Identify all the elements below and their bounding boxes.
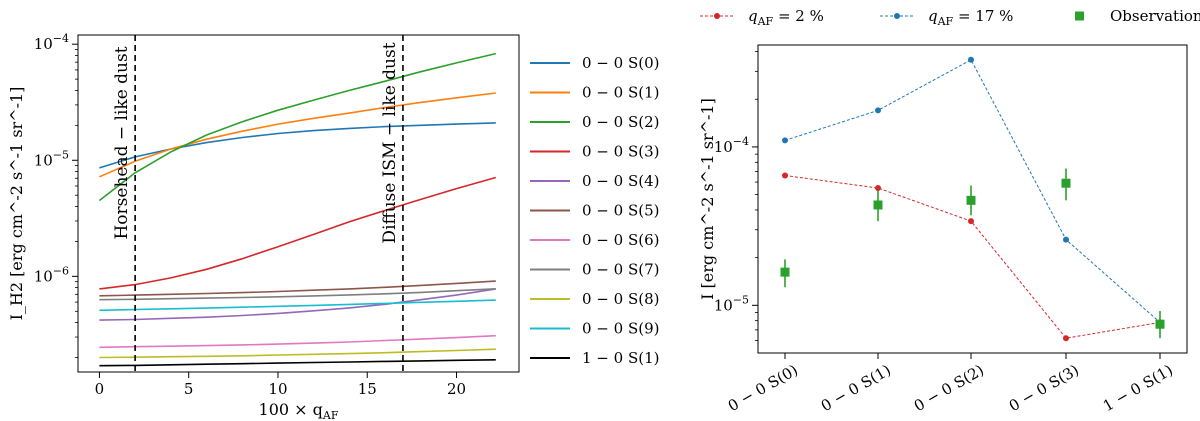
series-line xyxy=(99,288,496,321)
x-tick-label: 0 − 0 S(3) xyxy=(1006,361,1082,415)
y-axis-label: I_H2 [erg cm^-2 s^-1 sr^-1] xyxy=(7,87,26,321)
x-tick-label: 0 xyxy=(95,380,105,398)
series-line xyxy=(99,288,496,301)
data-point xyxy=(966,195,976,205)
series-line xyxy=(99,348,496,359)
x-tick-label: 0 − 0 S(2) xyxy=(911,361,987,415)
series-line xyxy=(99,359,496,367)
x-tick-label: 1 − 0 S(1) xyxy=(1100,361,1176,415)
y-tick-label: 10−6 xyxy=(34,264,69,285)
data-point xyxy=(968,56,974,63)
data-point xyxy=(1155,319,1165,329)
legend-label: 0 − 0 S(8) xyxy=(582,290,659,308)
legend-marker xyxy=(1075,11,1084,21)
annotation-label: Horsehead − like dust xyxy=(112,46,132,239)
legend-label: 0 − 0 S(6) xyxy=(582,231,659,249)
legend-label: 0 − 0 S(2) xyxy=(582,113,659,131)
y-tick-label: 10−4 xyxy=(34,32,69,53)
legend-label: 0 − 0 S(1) xyxy=(582,84,659,102)
x-tick-label: 5 xyxy=(184,380,194,398)
series-line xyxy=(99,176,497,290)
x-tick-label: 0 − 0 S(0) xyxy=(725,361,801,415)
series-line xyxy=(99,122,496,169)
y-tick-label: 10−5 xyxy=(714,293,749,314)
y-tick-label: 10−5 xyxy=(34,148,69,169)
series-line xyxy=(99,280,496,297)
x-tick-label: 15 xyxy=(358,380,377,398)
legend-label: 0 − 0 S(0) xyxy=(582,54,659,72)
x-tick-label: 0 − 0 S(1) xyxy=(818,361,894,415)
series-line xyxy=(784,59,1161,323)
y-tick-label: 10−4 xyxy=(714,135,749,156)
series-line xyxy=(99,334,496,349)
legend-label: qAF = 2 % xyxy=(748,7,824,28)
x-tick-label: 20 xyxy=(447,380,466,398)
data-point xyxy=(1063,236,1069,243)
data-point xyxy=(875,107,881,114)
data-point xyxy=(1061,178,1071,188)
data-point xyxy=(968,218,974,225)
x-axis-label: 100 × qAF xyxy=(259,400,339,421)
legend-label: 0 − 0 S(4) xyxy=(582,172,659,190)
legend-label: qAF = 17 % xyxy=(928,7,1013,28)
legend-marker xyxy=(714,13,720,19)
data-point xyxy=(875,185,881,192)
series-line xyxy=(99,299,496,312)
series-line xyxy=(99,92,496,178)
data-point xyxy=(1063,335,1069,342)
data-point xyxy=(782,137,788,144)
x-tick-label: 10 xyxy=(268,380,287,398)
left-chart: 10−6 10−5 10−4 0 5 10 15 20 Horsehead − like dus… xyxy=(7,32,659,421)
legend-label: Observations xyxy=(1110,7,1200,25)
annotation-label: Diffuse ISM − like dust xyxy=(380,42,400,243)
legend-label: 0 − 0 S(7) xyxy=(582,261,659,279)
legend-marker xyxy=(894,13,900,19)
data-point xyxy=(782,172,788,179)
data-point xyxy=(873,200,883,210)
right-chart: 10−5 10−4 0 − 0 S(0) 0 − 0 S(1) 0 − 0 S(2) 0 … xyxy=(698,7,1200,415)
plot-frame xyxy=(757,44,1188,354)
legend-label: 0 − 0 S(5) xyxy=(582,202,659,220)
data-point xyxy=(780,267,790,277)
plot-frame xyxy=(77,34,520,373)
series-line xyxy=(98,52,496,202)
legend-label: 0 − 0 S(3) xyxy=(582,143,659,161)
legend-label: 0 − 0 S(9) xyxy=(582,320,659,338)
y-axis-label: I [erg cm^-2 s^-1 sr^-1] xyxy=(698,98,717,300)
legend-label: 1 − 0 S(1) xyxy=(582,349,659,367)
